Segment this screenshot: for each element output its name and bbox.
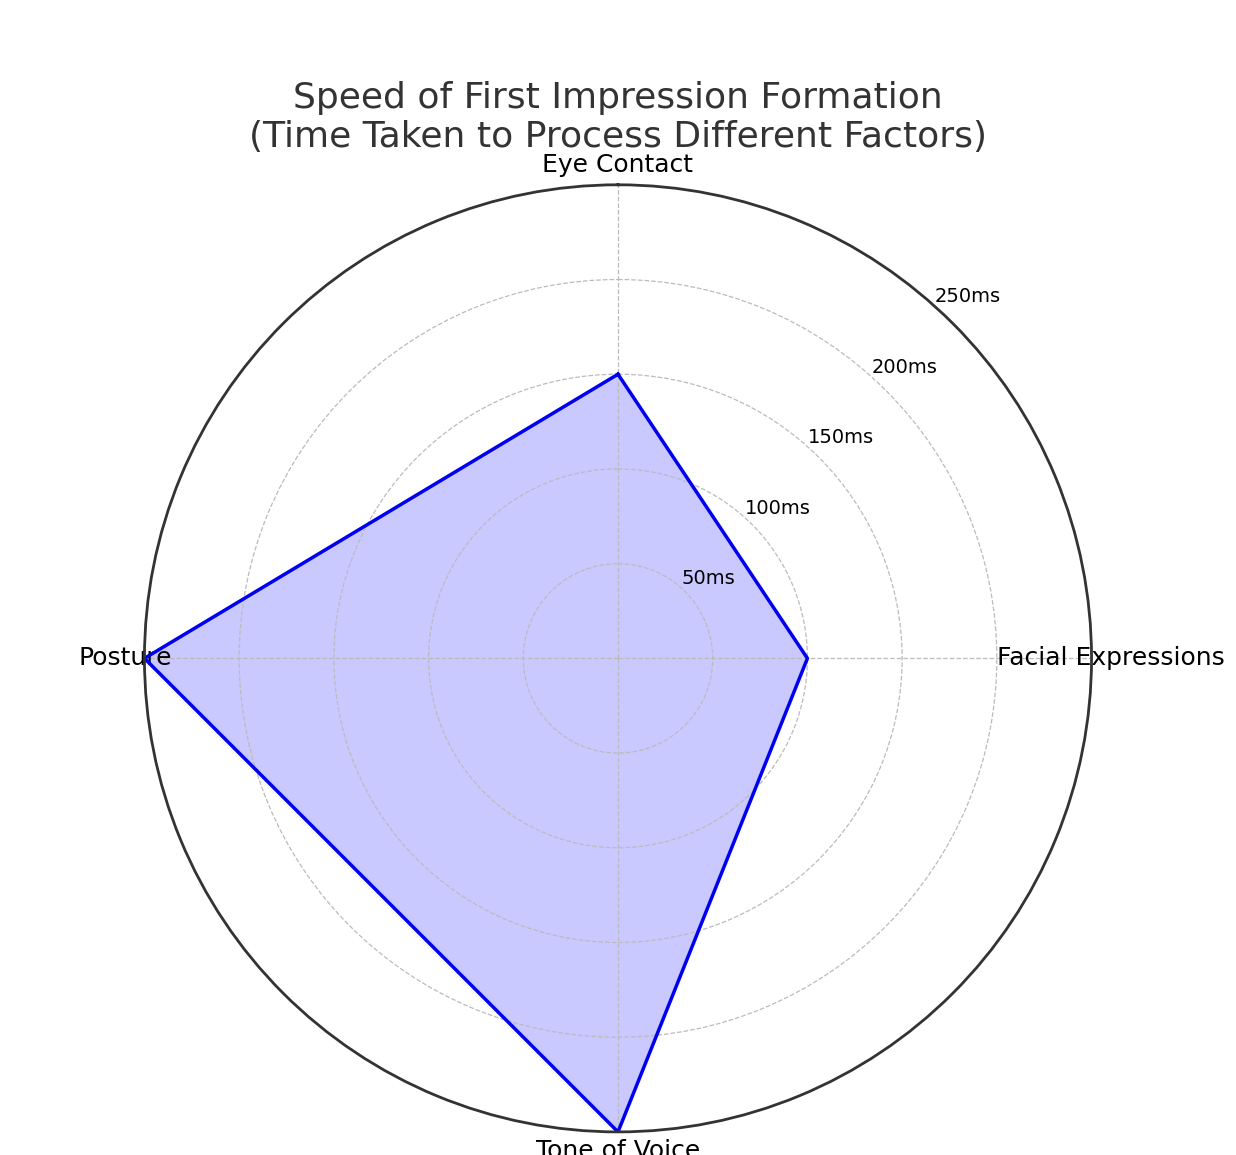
- Text: Speed of First Impression Formation
(Time Taken to Process Different Factors): Speed of First Impression Formation (Tim…: [248, 81, 988, 155]
- Polygon shape: [145, 374, 807, 1132]
